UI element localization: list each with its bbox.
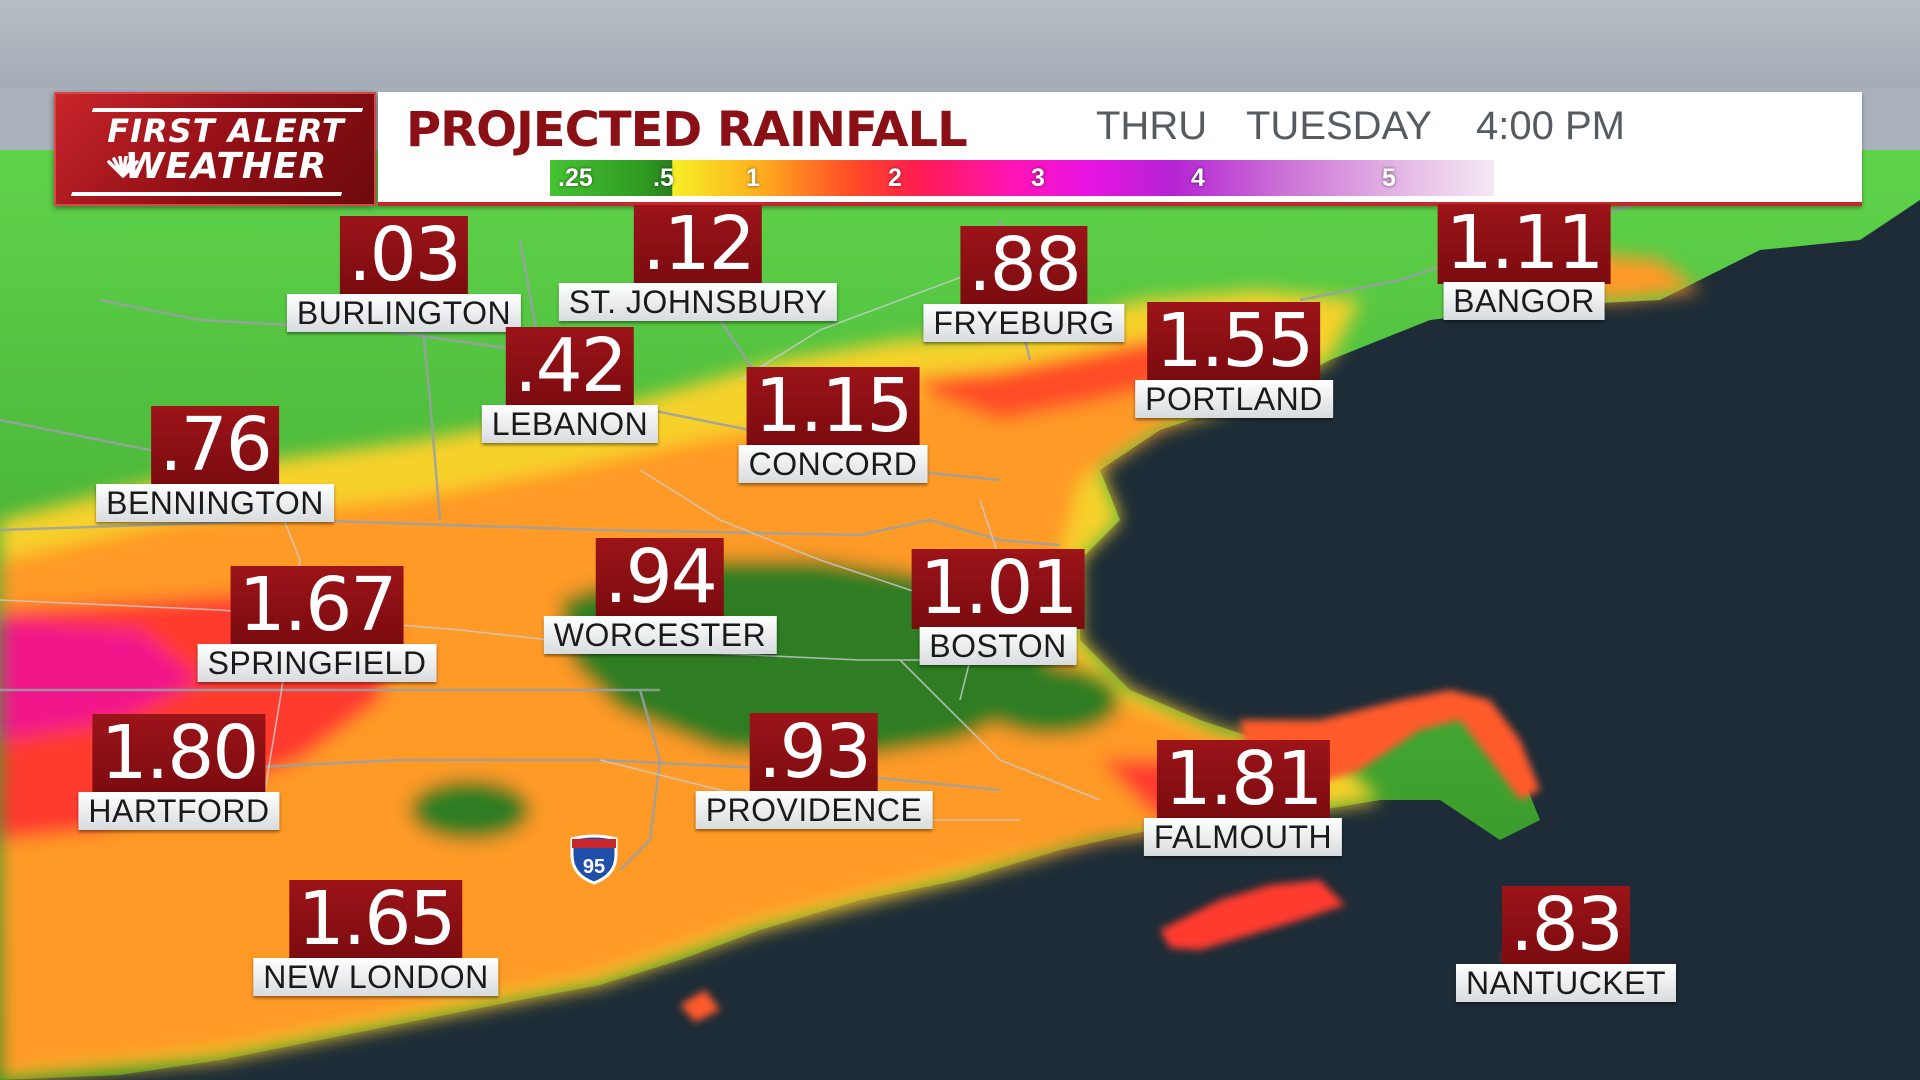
city-name: BENNINGTON xyxy=(96,484,334,522)
city-name: FRYEBURG xyxy=(923,304,1124,342)
legend-label: 3 xyxy=(1031,164,1045,193)
city-label-falmouth: 1.81 FALMOUTH xyxy=(1144,740,1342,856)
city-label-new-london: 1.65 NEW LONDON xyxy=(253,880,498,996)
city-name: ST. JOHNSBURY xyxy=(559,283,837,321)
rainfall-value: 1.11 xyxy=(1438,204,1611,284)
city-label-worcester: .94 WORCESTER xyxy=(544,538,777,654)
rainfall-value: .93 xyxy=(750,713,878,793)
thru-label: THRU xyxy=(1096,104,1207,149)
legend-label: .25 xyxy=(558,164,593,193)
city-name: BANGOR xyxy=(1443,282,1605,320)
city-name: NANTUCKET xyxy=(1456,964,1676,1002)
rainfall-value: .42 xyxy=(506,327,634,407)
city-name: NEW LONDON xyxy=(253,958,498,996)
map-title: PROJECTED RAINFALL xyxy=(406,102,967,158)
city-label-lebanon: .42 LEBANON xyxy=(482,327,658,443)
city-label-springfield: 1.67 SPRINGFIELD xyxy=(198,566,437,682)
city-label-st-johnsbury: .12 ST. JOHNSBURY xyxy=(559,205,837,321)
city-label-concord: 1.15 CONCORD xyxy=(739,367,928,483)
city-label-portland: 1.55 PORTLAND xyxy=(1135,302,1333,418)
header-background xyxy=(0,0,1920,88)
city-label-nantucket: .83 NANTUCKET xyxy=(1456,886,1676,1002)
rainfall-value: 1.65 xyxy=(290,880,463,960)
rainfall-value: 1.67 xyxy=(231,566,404,646)
legend-label: 5 xyxy=(1382,164,1396,193)
legend-label: 1 xyxy=(746,164,760,193)
end-time: 4:00 PM xyxy=(1476,104,1625,149)
rainfall-value: .88 xyxy=(960,226,1088,306)
city-name: BOSTON xyxy=(919,627,1077,665)
city-label-providence: .93 PROVIDENCE xyxy=(696,713,933,829)
city-name: FALMOUTH xyxy=(1144,818,1342,856)
rainfall-value: .03 xyxy=(340,216,468,296)
first-alert-weather-logo: FIRST ALERT WEATHER xyxy=(54,92,376,206)
city-name: PORTLAND xyxy=(1135,380,1333,418)
rainfall-value: 1.01 xyxy=(912,549,1085,629)
city-label-bennington: .76 BENNINGTON xyxy=(96,406,334,522)
city-label-hartford: 1.80 HARTFORD xyxy=(78,714,279,830)
city-label-bangor: 1.11 BANGOR xyxy=(1438,204,1611,320)
rainfall-value: 1.55 xyxy=(1148,302,1321,382)
city-name: SPRINGFIELD xyxy=(198,644,437,682)
interstate-shield-icon: 95 xyxy=(568,833,620,885)
city-label-boston: 1.01 BOSTON xyxy=(912,549,1085,665)
end-day: TUESDAY xyxy=(1246,104,1432,149)
legend-label: 4 xyxy=(1191,164,1205,193)
rainfall-value: 1.81 xyxy=(1157,740,1330,820)
legend-label: 2 xyxy=(888,164,902,193)
title-panel: PROJECTED RAINFALL THRU TUESDAY 4:00 PM … xyxy=(378,92,1862,206)
rainfall-value: .12 xyxy=(634,205,762,285)
rainfall-legend: .25 .5 1 2 3 4 5 xyxy=(550,160,1494,196)
rainfall-value: 1.80 xyxy=(93,714,266,794)
city-name: HARTFORD xyxy=(78,792,279,830)
city-label-burlington: .03 BURLINGTON xyxy=(287,216,521,332)
logo-line-1: FIRST ALERT xyxy=(86,112,366,150)
rainfall-value: .76 xyxy=(151,406,279,486)
city-name: WORCESTER xyxy=(544,616,777,654)
city-name: CONCORD xyxy=(739,445,928,483)
peacock-icon xyxy=(106,156,140,178)
city-label-fryeburg: .88 FRYEBURG xyxy=(923,226,1124,342)
rainfall-value: 1.15 xyxy=(747,367,920,447)
legend-label: .5 xyxy=(653,164,674,193)
rainfall-value: .94 xyxy=(596,538,724,618)
city-name: PROVIDENCE xyxy=(696,791,933,829)
rainfall-value: .83 xyxy=(1502,886,1630,966)
city-name: LEBANON xyxy=(482,405,658,443)
interstate-number: 95 xyxy=(583,856,605,878)
